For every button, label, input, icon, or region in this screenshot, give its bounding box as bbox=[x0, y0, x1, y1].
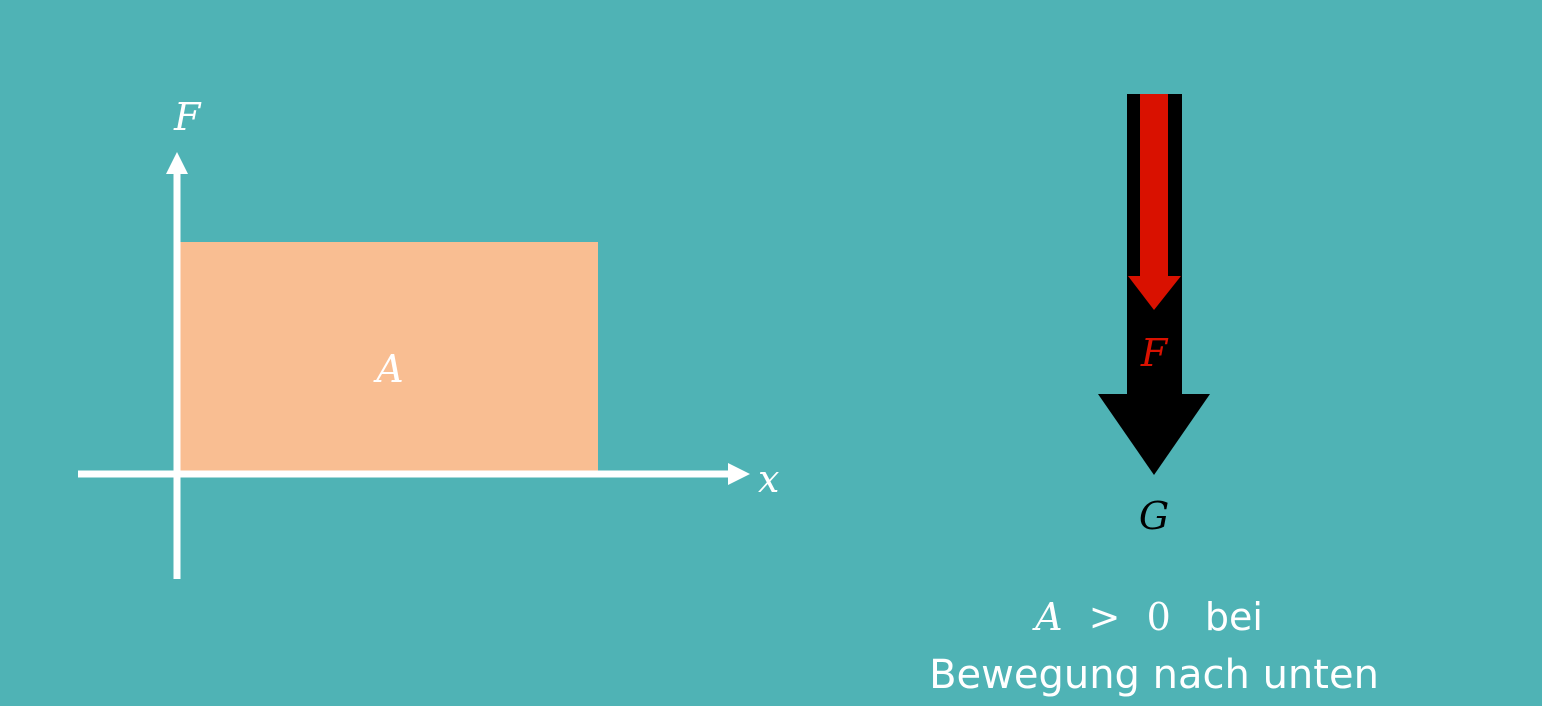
work-area-rectangle bbox=[180, 242, 598, 474]
y-axis-arrowhead bbox=[166, 152, 188, 174]
y-axis-label: F bbox=[173, 95, 202, 139]
area-label: A bbox=[373, 347, 403, 391]
force-arrow-head bbox=[1128, 276, 1181, 310]
x-axis-label: x bbox=[758, 457, 779, 501]
gravity-label: G bbox=[1139, 494, 1169, 538]
caption-symbol: A bbox=[1032, 595, 1062, 639]
x-axis-arrowhead bbox=[728, 463, 750, 485]
caption-value: 0 bbox=[1147, 595, 1171, 639]
force-arrow-shaft bbox=[1140, 94, 1168, 277]
gravity-arrow-head bbox=[1098, 394, 1210, 475]
force-label: F bbox=[1140, 331, 1169, 375]
caption-suffix: bei bbox=[1205, 595, 1263, 639]
caption-line-2: Bewegung nach unten bbox=[929, 652, 1379, 698]
caption-relation: > bbox=[1089, 595, 1121, 639]
caption-line-1: A > 0 bei bbox=[1032, 595, 1263, 639]
